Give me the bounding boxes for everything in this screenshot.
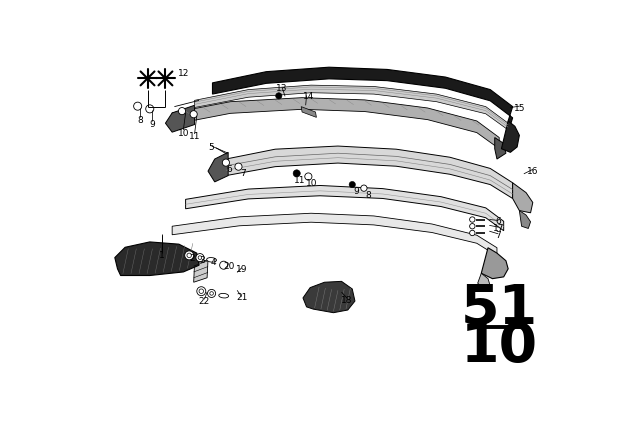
Ellipse shape (219, 293, 228, 298)
Text: 10: 10 (306, 179, 317, 188)
Text: 10: 10 (461, 320, 538, 374)
Circle shape (293, 170, 300, 177)
Polygon shape (212, 67, 513, 132)
Text: 20: 20 (224, 262, 235, 271)
Text: 4: 4 (211, 258, 216, 267)
Text: 10: 10 (178, 129, 189, 138)
Circle shape (134, 102, 141, 110)
Polygon shape (481, 248, 508, 279)
Circle shape (146, 105, 154, 113)
Polygon shape (172, 213, 497, 256)
Circle shape (470, 217, 475, 222)
Circle shape (305, 173, 312, 180)
Text: 2: 2 (189, 254, 195, 263)
Polygon shape (186, 185, 504, 231)
Text: 51: 51 (461, 282, 538, 336)
Text: 18: 18 (341, 296, 353, 305)
Circle shape (470, 230, 475, 236)
Polygon shape (195, 85, 508, 130)
Circle shape (187, 253, 191, 258)
Polygon shape (172, 98, 499, 149)
Text: 11: 11 (294, 176, 305, 185)
Polygon shape (194, 260, 208, 282)
Text: 1: 1 (159, 251, 165, 260)
Circle shape (197, 287, 206, 296)
Text: 14: 14 (303, 92, 314, 101)
Text: 22: 22 (199, 297, 210, 306)
Text: 5: 5 (209, 143, 214, 152)
Circle shape (222, 159, 230, 166)
Ellipse shape (207, 258, 216, 262)
Circle shape (198, 256, 202, 259)
Circle shape (276, 93, 282, 99)
Polygon shape (165, 105, 195, 132)
Circle shape (349, 181, 355, 188)
Text: 16: 16 (527, 167, 538, 176)
Text: 8: 8 (365, 191, 371, 200)
Text: 6: 6 (495, 217, 501, 226)
Circle shape (190, 111, 197, 118)
Polygon shape (520, 211, 531, 228)
Text: 19: 19 (236, 265, 247, 274)
Text: 9: 9 (353, 187, 358, 196)
Polygon shape (477, 273, 490, 289)
Circle shape (235, 163, 242, 170)
Text: 11: 11 (189, 132, 200, 141)
Text: 17: 17 (493, 224, 504, 233)
Circle shape (196, 254, 204, 262)
Circle shape (220, 261, 228, 269)
Text: 6: 6 (227, 165, 232, 174)
Text: 15: 15 (514, 104, 525, 113)
Text: 12: 12 (178, 69, 189, 78)
Circle shape (207, 289, 216, 297)
Text: 8: 8 (137, 116, 143, 125)
Circle shape (185, 251, 194, 260)
Polygon shape (208, 152, 228, 182)
Polygon shape (226, 146, 513, 198)
Text: 7: 7 (240, 169, 246, 178)
Circle shape (210, 292, 213, 295)
Polygon shape (513, 183, 533, 213)
Text: 21: 21 (236, 293, 247, 302)
Polygon shape (495, 138, 506, 159)
Circle shape (361, 185, 367, 191)
Polygon shape (115, 242, 199, 276)
Text: 13: 13 (276, 84, 287, 93)
Text: 7: 7 (495, 231, 501, 240)
Circle shape (179, 108, 186, 115)
Text: 9: 9 (149, 120, 155, 129)
Circle shape (470, 224, 475, 229)
Polygon shape (502, 121, 520, 152)
Polygon shape (303, 281, 355, 313)
Polygon shape (301, 107, 316, 117)
Text: 3: 3 (200, 256, 205, 265)
Circle shape (199, 289, 204, 293)
